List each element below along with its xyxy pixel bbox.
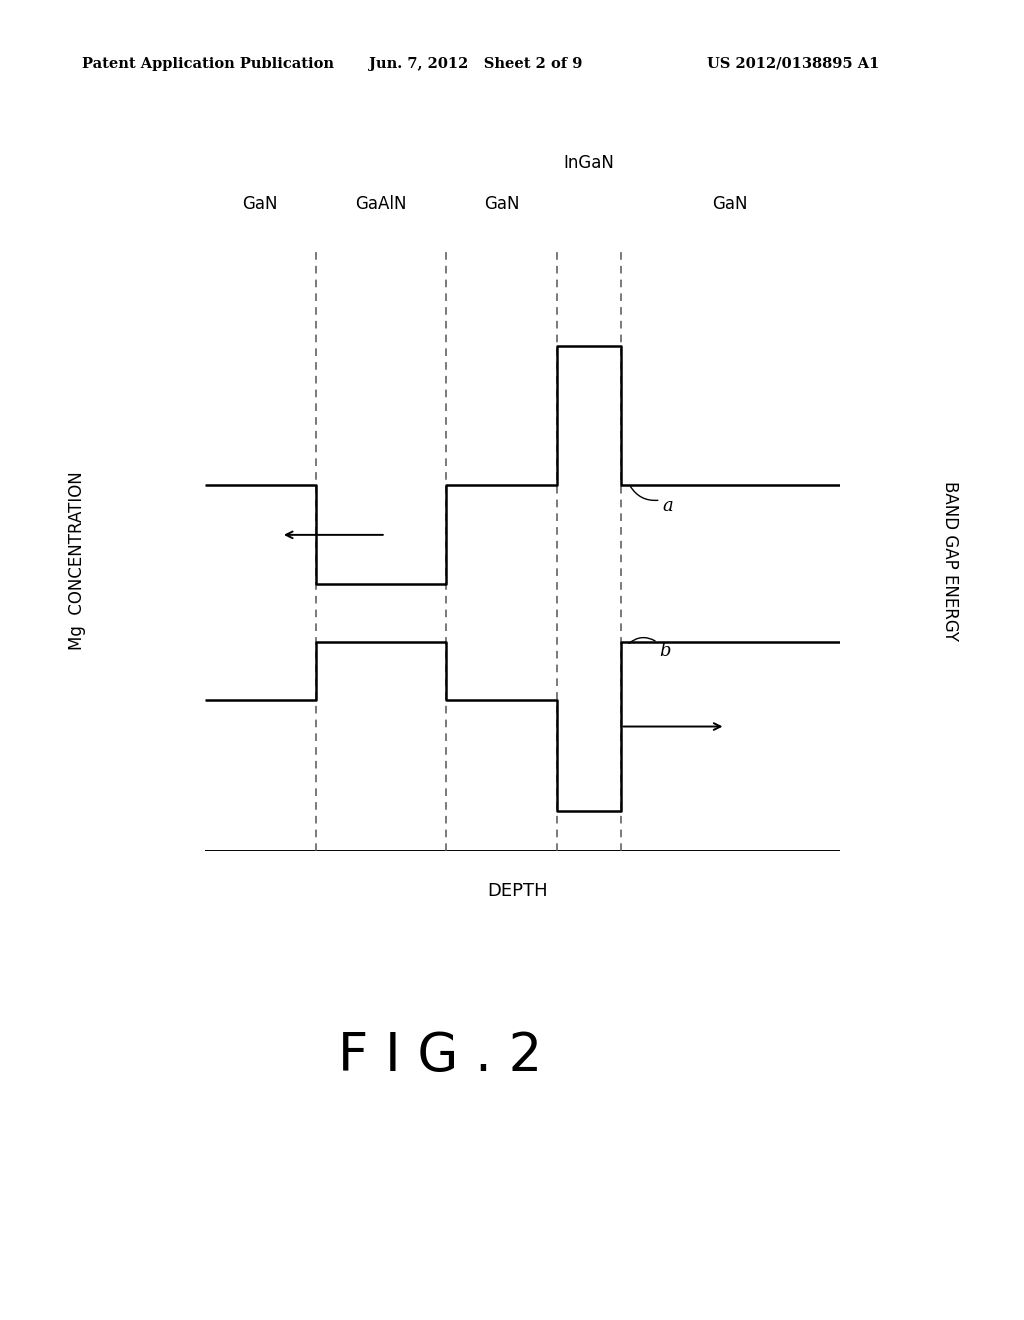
Text: US 2012/0138895 A1: US 2012/0138895 A1 (707, 57, 879, 71)
Text: InGaN: InGaN (563, 154, 614, 172)
Text: GaN: GaN (484, 194, 519, 213)
Text: Mg  CONCENTRATION: Mg CONCENTRATION (68, 471, 86, 651)
Text: Patent Application Publication: Patent Application Publication (82, 57, 334, 71)
Text: GaN: GaN (243, 194, 279, 213)
Text: BAND GAP ENERGY: BAND GAP ENERGY (941, 480, 959, 642)
Text: GaN: GaN (713, 194, 748, 213)
Text: Jun. 7, 2012   Sheet 2 of 9: Jun. 7, 2012 Sheet 2 of 9 (369, 57, 582, 71)
Text: DEPTH: DEPTH (486, 882, 548, 900)
Text: b: b (658, 642, 671, 660)
Text: a: a (662, 496, 673, 515)
Text: F I G . 2: F I G . 2 (338, 1030, 543, 1081)
Text: GaAlN: GaAlN (355, 194, 407, 213)
